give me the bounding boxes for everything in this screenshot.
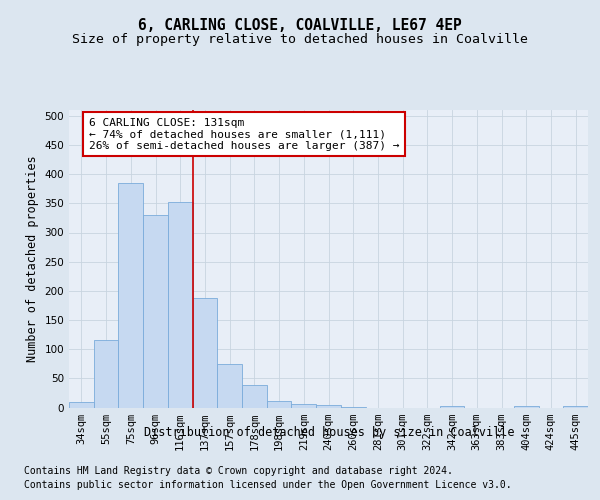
Bar [69,402,94,407]
Text: 6 CARLING CLOSE: 131sqm
← 74% of detached houses are smaller (1,111)
26% of semi: 6 CARLING CLOSE: 131sqm ← 74% of detache… [89,118,399,151]
Bar [341,407,365,408]
Bar [514,406,539,408]
Text: Contains HM Land Registry data © Crown copyright and database right 2024.: Contains HM Land Registry data © Crown c… [24,466,453,476]
Bar [316,404,341,407]
Y-axis label: Number of detached properties: Number of detached properties [26,156,39,362]
Bar [267,400,292,407]
Bar [217,364,242,408]
Text: Distribution of detached houses by size in Coalville: Distribution of detached houses by size … [143,426,514,439]
Bar [193,298,217,408]
Bar [440,406,464,408]
Bar [94,340,118,407]
Text: Size of property relative to detached houses in Coalville: Size of property relative to detached ho… [72,32,528,46]
Bar [143,215,168,408]
Bar [168,202,193,408]
Text: 6, CARLING CLOSE, COALVILLE, LE67 4EP: 6, CARLING CLOSE, COALVILLE, LE67 4EP [138,18,462,32]
Bar [242,386,267,407]
Bar [292,404,316,407]
Bar [563,406,588,408]
Bar [118,183,143,408]
Text: Contains public sector information licensed under the Open Government Licence v3: Contains public sector information licen… [24,480,512,490]
